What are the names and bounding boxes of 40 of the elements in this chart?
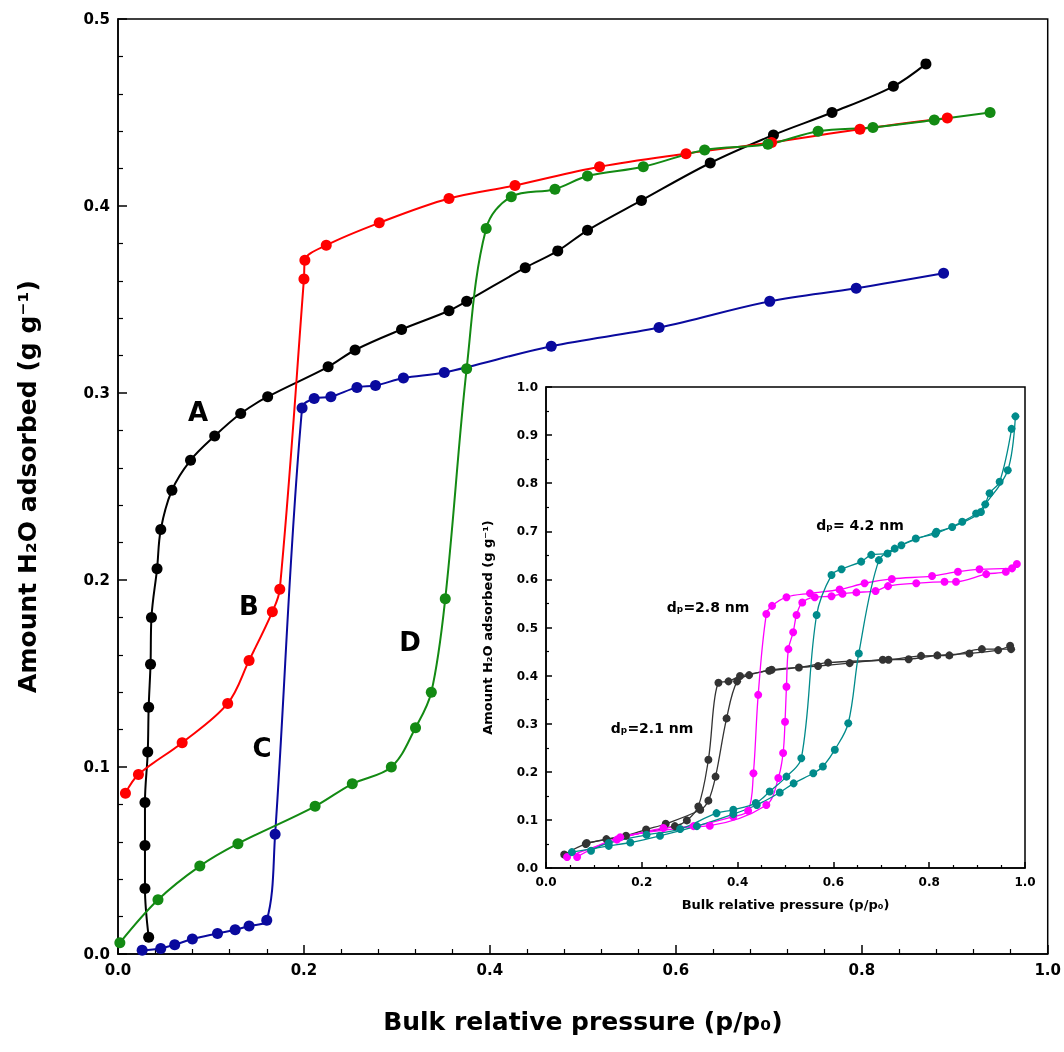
annotation: C [252, 733, 272, 763]
x-tick-label: 0.8 [918, 875, 940, 889]
x-tick-label: 0.6 [662, 960, 690, 979]
y-tick-label: 0.6 [516, 572, 538, 587]
annotation: A [187, 397, 209, 427]
y-tick-label: 0.1 [516, 812, 538, 827]
annotation: dₚ= 4.2 nm [816, 517, 904, 533]
y-tick-label: 0.3 [83, 384, 110, 402]
x-tick-label: 1.0 [1014, 875, 1036, 889]
y-tick-label: 0.7 [516, 524, 538, 539]
x-axis-title: Bulk relative pressure (p/p₀) [383, 1007, 783, 1036]
y-tick-label: 0.9 [516, 428, 538, 443]
y-tick-label: 0.0 [516, 861, 538, 875]
x-tick-label: 0.2 [290, 960, 318, 979]
y-tick-label: 0.3 [516, 716, 538, 731]
annotation: dₚ=2.8 nm [666, 599, 750, 615]
x-tick-label: 0.0 [535, 875, 557, 889]
y-tick-label: 0.1 [83, 758, 110, 776]
x-tick-label: 0.0 [104, 960, 132, 979]
y-tick-label: 0.4 [516, 668, 538, 683]
annotation: B [239, 591, 259, 621]
x-tick-label: 0.4 [476, 960, 504, 979]
y-axis-title: Amount H₂O adsorbed (g g⁻¹) [13, 280, 42, 693]
x-tick-label: 0.6 [822, 875, 845, 889]
y-tick-label: 0.5 [516, 620, 538, 635]
y-tick-label: 0.8 [516, 476, 538, 491]
y-tick-label: 0.4 [83, 197, 110, 215]
y-tick-label: 0.2 [516, 764, 538, 779]
y-tick-label: 0.0 [83, 945, 110, 963]
y-tick-label: 0.5 [83, 10, 110, 28]
x-tick-label: 0.4 [726, 875, 749, 889]
annotation: dₚ=2.1 nm [610, 720, 694, 736]
y-tick-label: 0.2 [83, 571, 110, 589]
x-tick-label: 0.8 [848, 960, 876, 979]
annotation: D [399, 627, 421, 657]
x-tick-label: 0.2 [631, 875, 653, 889]
x-axis-title: Bulk relative pressure (p/p₀) [681, 897, 890, 912]
y-tick-label: 1.0 [516, 380, 538, 394]
x-tick-label: 1.0 [1034, 960, 1061, 979]
y-axis-title: Amount H₂O adsorbed (g g⁻¹) [480, 520, 495, 735]
